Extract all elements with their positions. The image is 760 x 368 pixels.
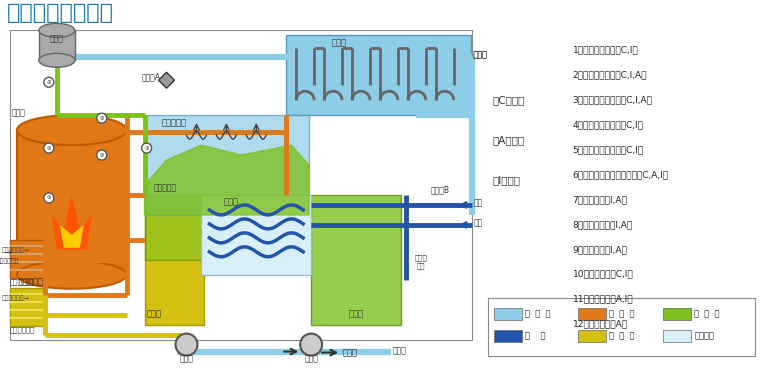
Bar	[10, 31, 472, 340]
Text: 9．排烟温度（I,A）: 9．排烟温度（I,A）	[572, 245, 627, 254]
Bar	[494, 330, 521, 342]
Bar	[144, 195, 204, 260]
Text: ⊕: ⊕	[46, 195, 51, 201]
Text: 冷  剂  水: 冷 剂 水	[694, 309, 720, 318]
Text: 7．蒸发温度（I,A）: 7．蒸发温度（I,A）	[572, 195, 627, 204]
Text: 4．浓溶液喷淋温度（C,I）: 4．浓溶液喷淋温度（C,I）	[572, 120, 644, 129]
Text: 11．高发压力（A,I）: 11．高发压力（A,I）	[572, 295, 633, 304]
Text: 冷  却  水: 冷 却 水	[524, 309, 550, 318]
Text: 12．冷水流量（A）: 12．冷水流量（A）	[572, 320, 628, 329]
Text: （I）显示: （I）显示	[492, 175, 521, 185]
Text: 溶液泵: 溶液泵	[179, 354, 193, 364]
Text: ⊕: ⊕	[100, 153, 104, 158]
Ellipse shape	[97, 150, 106, 160]
Ellipse shape	[17, 261, 127, 289]
Text: 6．高发中间液度溶液温度（C,A,I）: 6．高发中间液度溶液温度（C,A,I）	[572, 170, 669, 179]
Ellipse shape	[44, 77, 54, 87]
Text: 冷水: 冷水	[473, 198, 483, 208]
Ellipse shape	[39, 24, 74, 38]
Ellipse shape	[141, 143, 151, 153]
Bar	[488, 298, 755, 355]
Ellipse shape	[17, 115, 127, 145]
Text: 1．冷水进口温度（C,I）: 1．冷水进口温度（C,I）	[572, 45, 638, 54]
Bar	[144, 115, 309, 215]
Text: 高温热交换器→: 高温热交换器→	[2, 247, 30, 252]
Text: 切换阀
门口: 切换阀 门口	[414, 255, 427, 269]
Text: 蒸发器: 蒸发器	[224, 197, 239, 206]
Text: 切换阀B: 切换阀B	[431, 185, 450, 194]
Text: 冷却水: 冷却水	[473, 51, 488, 60]
Text: 稀  溶  液: 稀 溶 液	[610, 331, 635, 340]
Text: 冷却水: 冷却水	[393, 346, 407, 355]
Text: ⊕: ⊕	[144, 146, 149, 151]
Text: 冷水: 冷水	[473, 218, 483, 227]
Bar	[494, 308, 521, 320]
Text: 冷却水: 冷却水	[473, 50, 488, 59]
Text: 切换阀A: 切换阀A	[141, 72, 160, 81]
Text: 高压发生器: 高压发生器	[19, 278, 44, 287]
Bar	[578, 308, 606, 320]
Text: 冷    水: 冷 水	[524, 331, 545, 340]
Bar	[17, 130, 127, 275]
Text: 溴  溶  液: 溴 溶 液	[610, 309, 635, 318]
Bar	[663, 308, 691, 320]
Text: 高温热交换器: 高温热交换器	[10, 279, 36, 285]
Text: ⊕: ⊕	[46, 146, 51, 151]
Text: 采暖器: 采暖器	[50, 34, 64, 43]
Bar	[201, 195, 311, 275]
Text: （A）报警: （A）报警	[492, 135, 525, 145]
Text: 冷剂泵: 冷剂泵	[304, 354, 318, 364]
Text: 2．冷水出口温度（C,I,A）: 2．冷水出口温度（C,I,A）	[572, 70, 647, 79]
Text: 吸收器: 吸收器	[147, 310, 162, 319]
Text: 3．冷却水进口温度（C,I,A）: 3．冷却水进口温度（C,I,A）	[572, 95, 653, 104]
Ellipse shape	[176, 334, 198, 355]
Text: 8．溶晶管温度（I,A）: 8．溶晶管温度（I,A）	[572, 220, 633, 229]
Polygon shape	[144, 145, 309, 215]
Text: ⊕: ⊕	[100, 116, 104, 121]
Text: 冷凝器: 冷凝器	[331, 38, 346, 47]
Bar	[578, 330, 606, 342]
Bar	[10, 288, 45, 326]
Text: 直燃机制冷流程图: 直燃机制冷流程图	[7, 3, 114, 24]
Text: 低温热交换器→: 低温热交换器→	[2, 295, 30, 301]
Polygon shape	[52, 195, 92, 250]
Bar	[311, 195, 401, 325]
Polygon shape	[60, 225, 84, 248]
Text: 低温热交换器: 低温热交换器	[10, 327, 36, 333]
Ellipse shape	[44, 143, 54, 153]
Bar	[144, 195, 204, 325]
Text: 10．高发液位（C,I）: 10．高发液位（C,I）	[572, 270, 633, 279]
Text: 低压发生器: 低压发生器	[162, 118, 186, 127]
Text: ⊕: ⊕	[46, 80, 51, 85]
Ellipse shape	[300, 334, 322, 355]
Ellipse shape	[97, 113, 106, 123]
Text: 吸收器: 吸收器	[349, 310, 363, 319]
Bar	[39, 31, 74, 60]
Text: 排烟口: 排烟口	[12, 108, 26, 117]
Text: →: →	[4, 248, 12, 258]
Bar	[10, 240, 45, 278]
Text: （C）控制: （C）控制	[492, 95, 525, 105]
Text: 冷却水: 冷却水	[343, 348, 358, 357]
Text: 自动溶晶阀: 自动溶晶阀	[154, 183, 176, 192]
Bar	[287, 35, 470, 115]
Text: 冷剂蒸汽: 冷剂蒸汽	[694, 331, 714, 340]
Polygon shape	[159, 72, 175, 88]
Ellipse shape	[39, 53, 74, 67]
Text: 高温热交换器: 高温热交换器	[0, 258, 20, 263]
Ellipse shape	[44, 193, 54, 203]
Text: 5．低发浓溶液温度（C,I）: 5．低发浓溶液温度（C,I）	[572, 145, 644, 154]
Bar	[663, 330, 691, 342]
